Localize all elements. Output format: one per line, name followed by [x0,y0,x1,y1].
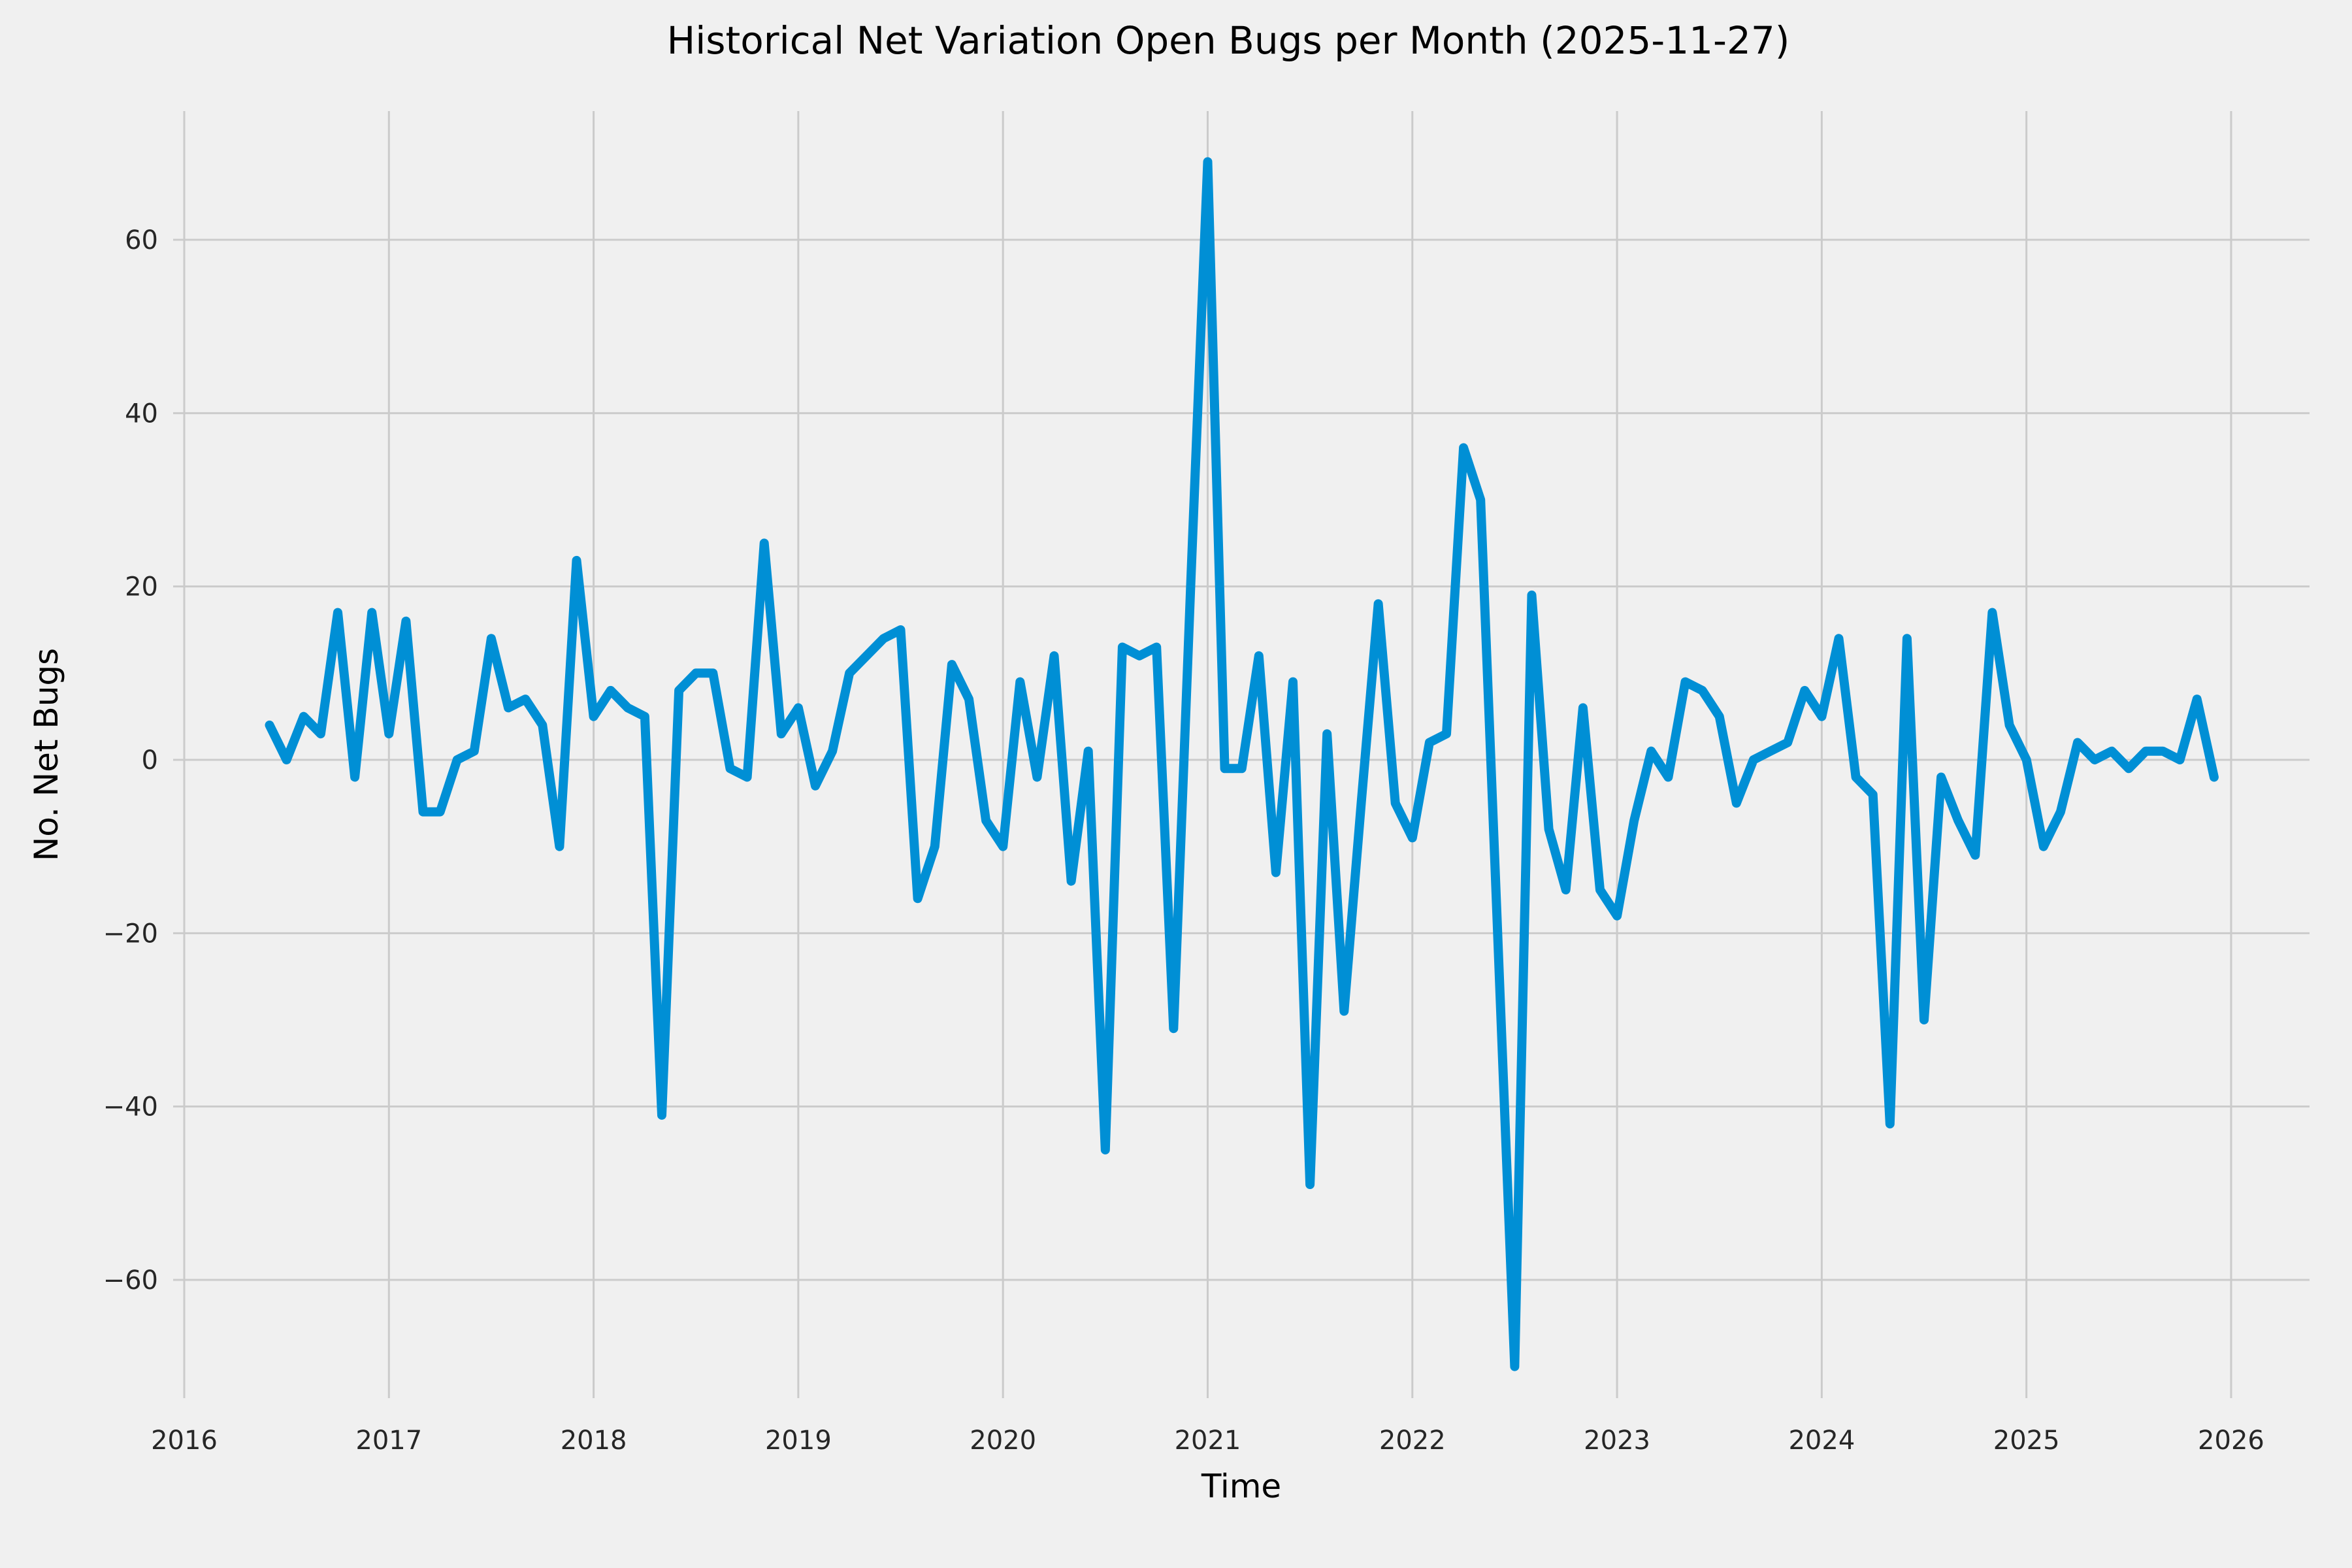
x-tick-label: 2016 [151,1426,218,1456]
x-axis-label: Time [1201,1467,1281,1505]
y-tick-label: 60 [125,225,158,255]
plot-line [265,157,2219,1371]
x-tick-label: 2022 [1379,1426,1446,1456]
x-tick-label: 2024 [1788,1426,1855,1456]
x-tick-label: 2018 [561,1426,627,1456]
x-tick-label: 2023 [1584,1426,1650,1456]
x-tick-label: 2026 [2198,1426,2264,1456]
x-tick-label: 2020 [970,1426,1036,1456]
y-tick-label: −40 [103,1092,158,1122]
x-tick-label: 2025 [1993,1426,2060,1456]
y-tick-label: −20 [103,919,158,949]
y-axis-label: No. Net Bugs [27,648,65,861]
chart-title: Historical Net Variation Open Bugs per M… [667,18,1790,63]
y-tick-label: 0 [142,745,158,776]
y-tick-label: −60 [103,1266,158,1296]
x-axis-tick-labels: 2016 2017 2018 2019 2020 2021 2022 2023 2024 2025… [151,1426,2264,1456]
data-series [265,157,2219,1371]
y-tick-label: 40 [125,399,158,429]
x-tick-label: 2017 [355,1426,422,1456]
y-axis-tick-labels: 60 40 20 0 −20 −40 −60 [103,225,158,1296]
x-tick-label: 2019 [765,1426,832,1456]
x-tick-label: 2021 [1175,1426,1241,1456]
y-tick-label: 20 [125,572,158,602]
grid-lines [173,111,2310,1398]
